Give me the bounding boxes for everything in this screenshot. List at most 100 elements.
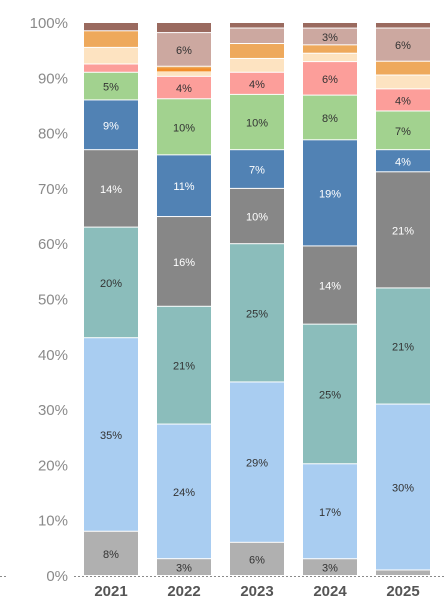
bar-segment <box>230 150 284 188</box>
bar-2025: 30% 21% 21% 4% 7% 4% 6% <box>376 23 430 575</box>
bar-segment <box>84 531 138 575</box>
bar-segment <box>84 150 138 227</box>
x-tick-label: 2021 <box>94 583 127 600</box>
bar-segment <box>376 111 430 150</box>
segment-value-label: 25% <box>246 308 268 320</box>
y-tick-label: 10% <box>38 513 68 530</box>
segment-value-label: 14% <box>100 184 122 196</box>
y-tick-label: 60% <box>38 236 68 253</box>
bar-segment <box>157 424 211 559</box>
bar-segment <box>157 33 211 66</box>
bar-segment <box>303 95 357 140</box>
segment-value-label: 4% <box>395 95 411 107</box>
bar-segment <box>376 61 430 75</box>
bar-segment <box>84 31 138 47</box>
bar-segment <box>157 306 211 424</box>
y-tick-label: 70% <box>38 181 68 198</box>
bar-2022: 3% 24% 21% 16% 11% 10% 4% 6% <box>157 23 211 575</box>
y-tick-label: 0% <box>46 568 68 585</box>
bar-segment <box>230 382 284 542</box>
bar-segment <box>303 464 357 559</box>
segment-value-label: 30% <box>392 483 414 495</box>
bar-2021: 8% 35% 20% 14% 9% 5% <box>84 23 138 575</box>
accent-stripe <box>157 68 211 72</box>
segment-value-label: 24% <box>173 487 195 499</box>
bar-segment <box>376 172 430 288</box>
y-tick-label: 100% <box>30 15 68 32</box>
segment-value-label: 7% <box>395 126 411 138</box>
bar-segment <box>84 23 138 31</box>
segment-value-label: 8% <box>103 549 119 561</box>
segment-value-label: 25% <box>319 389 341 401</box>
y-axis: 0% 10% 20% 30% 40% 50% 60% 70% 80% 90% 100% <box>30 15 68 585</box>
segment-value-label: 20% <box>100 278 122 290</box>
bar-segment <box>230 188 284 244</box>
bar-segment <box>157 559 211 575</box>
segment-value-label: 29% <box>246 458 268 470</box>
segment-value-label: 3% <box>176 563 192 575</box>
segment-value-label: 6% <box>322 74 338 86</box>
segment-value-label: 10% <box>173 122 195 134</box>
bar-segment <box>303 559 357 575</box>
bar-segment <box>230 542 284 575</box>
bar-segment <box>84 72 138 100</box>
y-tick-label: 20% <box>38 457 68 474</box>
segment-value-label: 16% <box>173 257 195 269</box>
bar-segment <box>303 140 357 246</box>
bar-segment <box>376 404 430 570</box>
bar-segment <box>303 45 357 53</box>
bar-segment <box>376 23 430 28</box>
bar-segment <box>376 28 430 61</box>
segment-value-label: 10% <box>246 212 268 224</box>
bar-segment <box>303 28 357 45</box>
bar-segment <box>157 155 211 217</box>
segment-value-label: 6% <box>249 554 265 566</box>
segment-value-label: 9% <box>103 120 119 132</box>
bar-segment <box>303 53 357 62</box>
segment-value-label: 35% <box>100 430 122 442</box>
segment-value-label: 21% <box>392 225 414 237</box>
bar-segment <box>303 23 357 28</box>
bar-segment <box>303 62 357 95</box>
bar-segment <box>157 76 211 99</box>
y-tick-label: 80% <box>38 126 68 143</box>
bar-segment <box>230 94 284 150</box>
segment-value-label: 6% <box>176 45 192 57</box>
bar-segment <box>376 288 430 404</box>
y-tick-label: 50% <box>38 292 68 309</box>
y-tick-label: 40% <box>38 347 68 364</box>
segment-value-label: 5% <box>103 82 119 94</box>
bar-2023: 6% 29% 25% 10% 7% 10% 4% <box>230 23 284 575</box>
bar-segment <box>230 72 284 94</box>
bars: 8% 35% 20% 14% 9% 5% 3% 24% 21% 16% 11% 10% 4% 6% 6% 29… <box>84 23 430 575</box>
segment-value-label: 8% <box>322 113 338 125</box>
segment-value-label: 4% <box>249 79 265 91</box>
y-tick-label: 30% <box>38 402 68 419</box>
segment-value-label: 21% <box>173 361 195 373</box>
bar-segment <box>376 75 430 89</box>
bar-segment <box>376 570 430 575</box>
segment-value-label: 4% <box>176 83 192 95</box>
bar-segment <box>230 23 284 28</box>
bar-segment <box>230 44 284 58</box>
x-tick-label: 2022 <box>167 583 200 600</box>
segment-value-label: 7% <box>249 165 265 177</box>
x-axis: 2021 2022 2023 2024 2025 <box>0 576 445 600</box>
bar-segment <box>230 58 284 72</box>
x-tick-label: 2023 <box>240 583 273 600</box>
segment-value-label: 3% <box>322 563 338 575</box>
segment-value-label: 3% <box>322 32 338 44</box>
segment-value-label: 21% <box>392 342 414 354</box>
x-tick-label: 2024 <box>313 583 347 600</box>
segment-value-label: 11% <box>173 181 194 193</box>
segment-value-label: 14% <box>319 281 341 293</box>
segment-value-label: 10% <box>246 118 268 130</box>
bar-segment <box>157 23 211 33</box>
bar-segment <box>84 64 138 72</box>
segment-value-label: 19% <box>319 188 341 200</box>
bar-segment <box>84 338 138 531</box>
y-tick-label: 90% <box>38 70 68 87</box>
bar-segment <box>376 150 430 172</box>
bar-segment <box>84 100 138 150</box>
